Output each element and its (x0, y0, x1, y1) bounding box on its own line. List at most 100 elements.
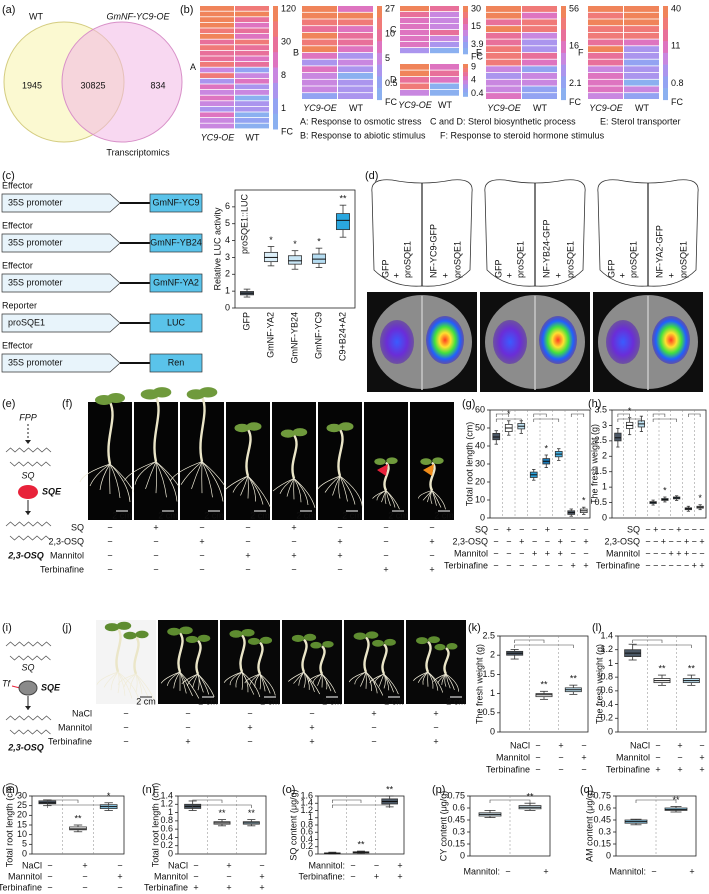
seedling-root (360, 671, 367, 687)
heatmap-cell (235, 84, 269, 90)
heatmap-cell (235, 78, 269, 84)
scale-label: 2 cm (384, 696, 404, 706)
seedling-stem (115, 627, 122, 673)
colorbar-label: FC (281, 127, 293, 137)
treatment-mark: − (350, 860, 355, 870)
treatment-mark: − (505, 866, 510, 876)
treatment-mark: − (583, 548, 588, 558)
seedling-leaf (292, 428, 308, 437)
y-tick-label: 1.4 (600, 630, 613, 640)
significance-bracket (495, 418, 522, 422)
gene-box (149, 353, 203, 373)
colorbar-segment (663, 64, 668, 77)
seedling-root (445, 673, 459, 692)
seedling-root (249, 673, 261, 686)
treatment-mark: − (558, 560, 563, 570)
y-tick-label: 0.45 (447, 814, 465, 824)
treatment-mark: − (676, 560, 681, 570)
heatmap-cell (338, 19, 373, 26)
treatment-mark: − (493, 536, 498, 546)
enzyme-label: SQE (42, 486, 62, 496)
colorbar-segment (463, 36, 468, 43)
enzyme (18, 680, 38, 696)
treatment-mark: − (676, 536, 681, 546)
seedling-photo (226, 402, 270, 520)
heatmap-cell (486, 79, 521, 86)
seedling-root (103, 671, 119, 688)
treatment-mark: − (677, 752, 682, 762)
colorbar-segment (561, 64, 566, 77)
treatment-label: Mannitol (496, 752, 530, 762)
heatmap-cell (400, 48, 429, 54)
gene-label: GmNF-YA2 (153, 277, 199, 287)
seedling-photo (410, 402, 454, 520)
treatment-mark: + (699, 536, 704, 546)
treatment-label: SQ (475, 524, 488, 534)
y-tick-label: 15 (17, 819, 27, 829)
heatmap-cell (235, 28, 269, 34)
seedling-photo (364, 402, 408, 520)
treatment-mark: + (185, 736, 190, 746)
venn-circle (61, 21, 183, 143)
treatment-label: Mannitol (154, 871, 188, 881)
seedling-leaf (152, 387, 172, 398)
seedling-root (240, 475, 249, 496)
promoter-label: proSQE1 (8, 317, 45, 327)
treatment-mark: + (558, 548, 563, 558)
heatmap-cell (522, 39, 557, 46)
y-tick-label: 1 (490, 688, 495, 698)
venn-label: GmNF-YC9-OE (107, 11, 171, 21)
seedling-root (117, 671, 140, 702)
plot-frame (617, 635, 707, 733)
treatment-mark: + (677, 764, 682, 774)
luc-signal (380, 320, 414, 364)
significance-bracket (47, 804, 109, 808)
seedling-root (109, 463, 121, 499)
treatment-label: Terbinafine (606, 764, 650, 774)
seedling-leaf (185, 635, 199, 644)
seedling-stem (133, 636, 140, 675)
colorbar-segment (463, 24, 468, 31)
seedling-root (385, 490, 400, 510)
treatment-mark: + (676, 524, 681, 534)
gene-label: GmNF-YC9 (153, 197, 200, 207)
treatment-label: 2,3-OSQ (48, 536, 84, 546)
seedling-root (180, 461, 203, 485)
treatment-mark: − (82, 882, 87, 892)
treatment-mark: + (291, 550, 296, 560)
y-tick-label: 1.5 (594, 466, 607, 476)
seedling-leaf (386, 457, 398, 465)
venn-label: WT (29, 11, 43, 21)
seedling-leaf (229, 630, 243, 638)
heatmap-cell (486, 6, 521, 12)
heatmap-column: YC9-OE (487, 103, 522, 113)
heatmap-cell (486, 86, 521, 93)
metabolite: SQ (21, 662, 34, 672)
heatmap-cell (430, 18, 459, 24)
treatment-mark: + (653, 524, 658, 534)
significance-mark: * (317, 237, 321, 247)
treatment-mark: − (374, 860, 379, 870)
y-tick-label: 0 (602, 512, 607, 522)
heatmap-legend: F: Response to steroid hormone stimulus (440, 130, 605, 140)
colorbar-label: FC (471, 51, 483, 61)
heatmap-cell (338, 39, 373, 46)
heatmap-cell (200, 6, 234, 11)
scale-label: 2 cm (388, 510, 408, 520)
treatment-mark: + (226, 860, 231, 870)
treatment-mark: + (309, 736, 314, 746)
seedling-leaf (198, 387, 218, 398)
heatmap-cell (235, 112, 269, 118)
treatment-label: Mannitol: (609, 866, 646, 876)
significance-bracket (632, 644, 692, 648)
treatment-mark: − (199, 564, 204, 574)
luc-signal (606, 320, 640, 364)
treatment-mark: + (82, 860, 87, 870)
treatment-mark: + (692, 560, 697, 570)
treatment-mark: − (645, 548, 650, 558)
treatment-mark: − (532, 560, 537, 570)
y-tick-label: 3 (225, 252, 230, 262)
treatment-mark: − (185, 722, 190, 732)
scale-label: 2 cm (136, 696, 156, 706)
